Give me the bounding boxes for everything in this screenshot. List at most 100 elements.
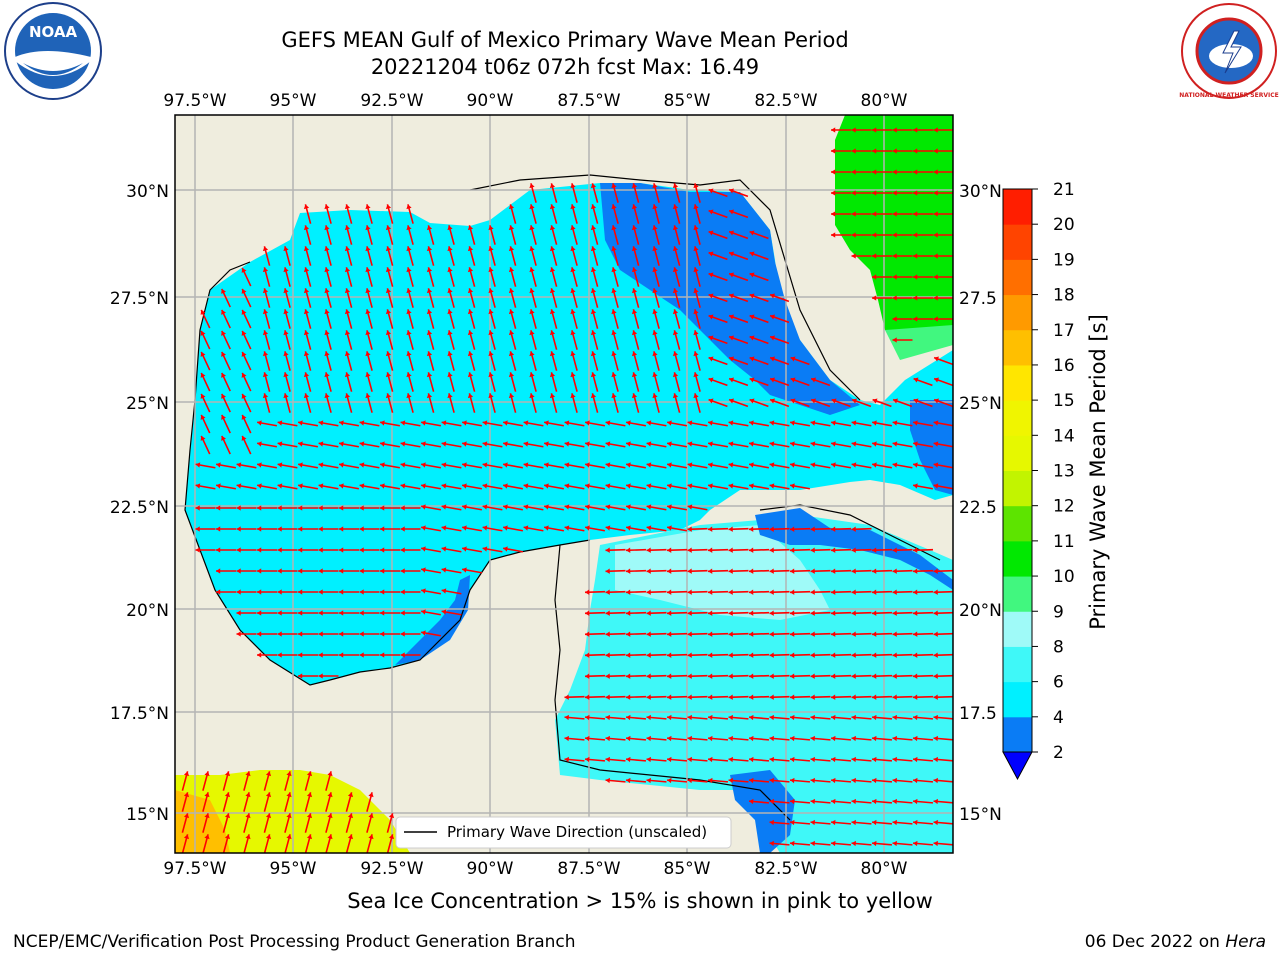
wave-arrow-head: [462, 462, 467, 468]
wave-arrow-head: [585, 610, 590, 616]
wave-arrow-head: [810, 526, 815, 532]
wave-arrow-head: [277, 441, 283, 447]
colorbar-segment: [1003, 470, 1032, 507]
wave-arrow-head: [708, 589, 713, 595]
wave-arrow-head: [605, 756, 610, 763]
wave-arrow-head: [421, 567, 426, 573]
wave-arrow-head: [488, 351, 494, 357]
wave-arrow-head: [892, 714, 897, 721]
wave-arrow-head: [605, 610, 610, 616]
wave-arrow-head: [277, 526, 282, 532]
wave-arrow-head: [570, 372, 576, 378]
chart-subtitle: 20221204 t06z 072h fcst Max: 16.49: [370, 55, 760, 79]
wave-arrow-head: [728, 631, 733, 637]
wave-arrow-head: [851, 840, 856, 847]
wave-arrow-head: [324, 393, 330, 399]
wave-arrow-head: [368, 813, 374, 819]
wave-arrow-head: [831, 441, 836, 447]
wave-arrow-head: [241, 435, 247, 441]
wave-arrow-head: [749, 293, 755, 299]
wave-arrow-head: [913, 483, 918, 489]
wave-arrow-head: [646, 652, 651, 658]
wave-arrow-head: [728, 610, 733, 616]
wave-arrow-head: [441, 567, 447, 573]
wave-period-region: [175, 790, 230, 853]
wave-arrow-head: [851, 547, 856, 553]
wave-arrow-head: [380, 610, 385, 616]
wave-arrow-head: [933, 568, 938, 574]
wave-arrow-head: [892, 295, 897, 301]
wave-arrow-head: [749, 631, 754, 637]
wave-arrow-head: [851, 441, 857, 447]
wave-arrow-head: [770, 314, 775, 320]
wave-arrow-head: [631, 267, 638, 273]
wave-arrow-head: [344, 267, 351, 273]
wave-arrow-head: [236, 462, 242, 468]
wave-arrow-head: [324, 225, 330, 231]
wave-arrow-head: [303, 267, 310, 273]
wave-arrow-head: [277, 505, 282, 511]
wave-arrow-head: [631, 225, 638, 231]
wave-arrow-head: [306, 792, 313, 798]
wave-arrow-head: [851, 631, 856, 637]
wave-arrow-head: [441, 441, 447, 447]
wave-arrow-head: [892, 190, 897, 196]
wave-arrow-head: [462, 420, 467, 426]
wave-arrow-head: [872, 169, 877, 175]
wave-arrow-head: [652, 267, 658, 273]
wave-arrow-head: [265, 771, 272, 777]
wave-arrow-head: [933, 441, 939, 447]
wave-arrow-head: [646, 462, 652, 468]
wave-arrow-head: [216, 568, 221, 574]
wave-arrow-head: [327, 792, 333, 798]
wave-arrow-head: [708, 335, 714, 341]
colorbar-tick-label: 17: [1053, 321, 1075, 341]
wave-arrow-head: [687, 483, 693, 489]
wave-arrow-head: [810, 610, 815, 616]
wave-arrow-head: [570, 225, 576, 231]
wave-arrow-head: [672, 204, 679, 210]
wave-arrow-head: [523, 462, 529, 468]
wave-arrow-head: [831, 547, 836, 553]
lon-label: 97.5°W: [163, 91, 226, 111]
lat-label: 22.5°N: [110, 498, 169, 518]
wave-arrow-head: [303, 288, 310, 294]
wave-arrow-head: [549, 309, 556, 315]
map-legend: Primary Wave Direction (unscaled): [395, 816, 732, 849]
wave-arrow-head: [626, 652, 631, 658]
wave-arrow-head: [447, 372, 453, 378]
wave-arrow-head: [933, 694, 938, 700]
wave-arrow-head: [708, 735, 713, 742]
wave-arrow-head: [872, 714, 877, 721]
wave-arrow-head: [605, 420, 611, 426]
wave-arrow-head: [892, 777, 897, 784]
wave-arrow-head: [585, 483, 590, 489]
wave-arrow-head: [318, 420, 324, 426]
wave-arrow-head: [667, 589, 672, 595]
wave-arrow-head: [508, 225, 515, 231]
wave-arrow-head: [831, 398, 837, 404]
wave-arrow-head: [708, 610, 713, 616]
wave-arrow-head: [708, 568, 713, 574]
colorbar-tick-label: 9: [1053, 602, 1064, 622]
wave-arrow-head: [447, 267, 453, 273]
wave-arrow-head: [667, 756, 672, 763]
wave-arrow-head: [790, 840, 795, 847]
wave-period-region: [555, 515, 953, 853]
wave-arrow-head: [441, 588, 447, 594]
wave-arrow-head: [872, 274, 877, 280]
wave-arrow-head: [933, 610, 938, 616]
wave-arrow-head: [667, 462, 672, 468]
wave-arrow-head: [708, 547, 713, 553]
wave-arrow-head: [570, 183, 576, 189]
wave-arrow-head: [339, 631, 344, 637]
wave-arrow-head: [790, 589, 795, 595]
wave-arrow-head: [318, 631, 323, 637]
wave-arrow-head: [933, 316, 938, 322]
wave-arrow-head: [421, 609, 426, 615]
wave-arrow-head: [913, 756, 918, 763]
wave-arrow-head: [585, 735, 590, 742]
wave-arrow-head: [200, 435, 206, 441]
wave-arrow-head: [790, 735, 795, 742]
wave-arrow-head: [306, 813, 313, 819]
